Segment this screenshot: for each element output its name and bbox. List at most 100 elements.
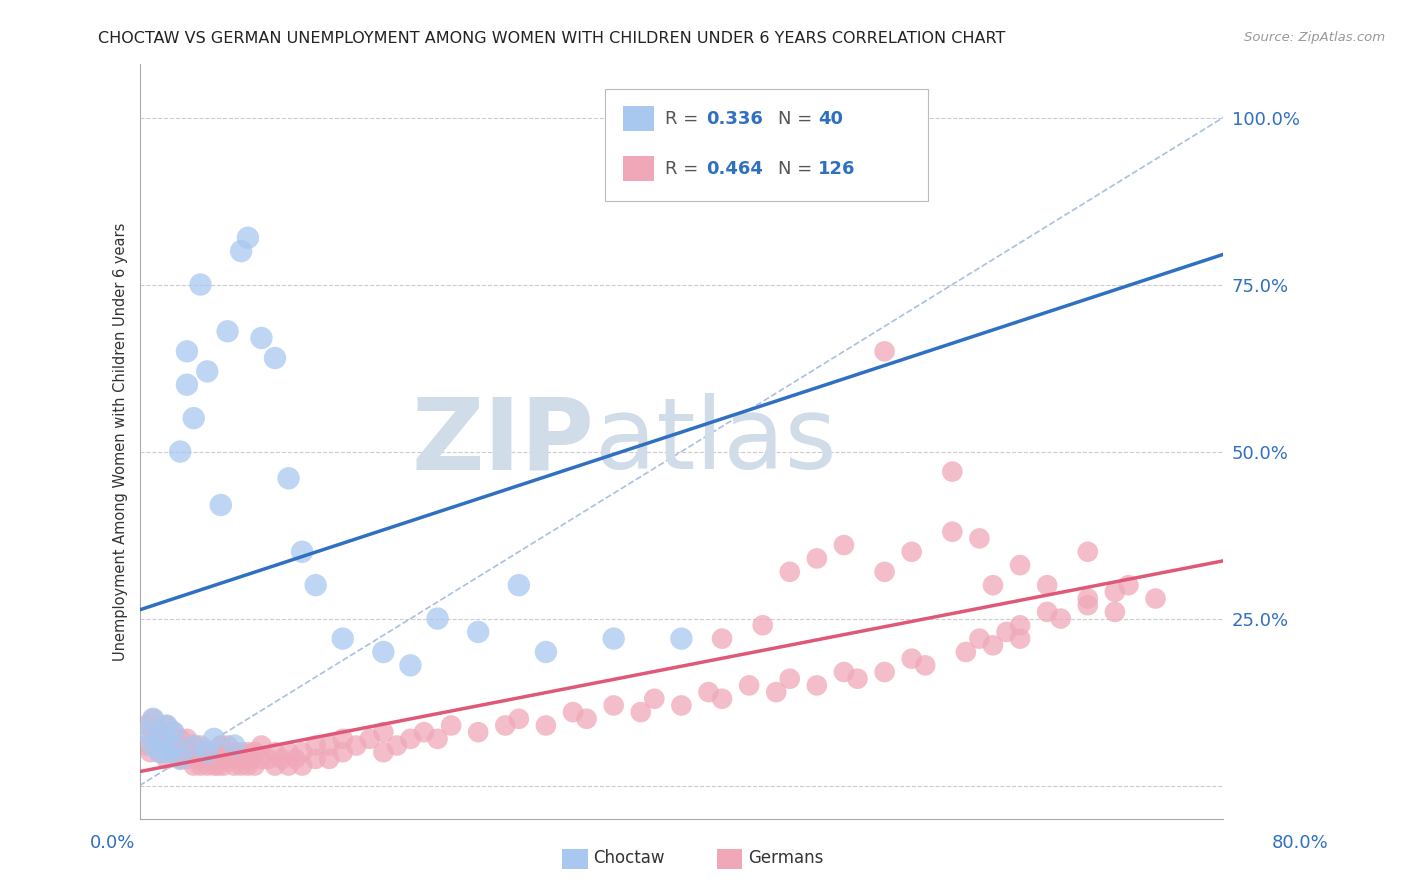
Point [697, 685, 720, 699]
Point [166, 739, 188, 753]
Point [941, 524, 963, 539]
Point [981, 638, 1004, 652]
Point [385, 739, 408, 753]
Point [231, 745, 253, 759]
Point [142, 712, 165, 726]
Y-axis label: Unemployment Among Women with Children Under 6 years: Unemployment Among Women with Children U… [114, 222, 128, 661]
Point [426, 731, 449, 746]
Point [344, 739, 367, 753]
Point [212, 758, 235, 772]
Point [426, 611, 449, 625]
Point [332, 632, 354, 646]
Point [534, 645, 557, 659]
Point [318, 752, 340, 766]
Point [176, 731, 198, 746]
Point [467, 624, 489, 639]
Point [277, 745, 299, 759]
Point [162, 745, 184, 759]
Point [226, 752, 249, 766]
Point [1049, 611, 1071, 625]
Text: R =: R = [665, 160, 704, 178]
Text: CHOCTAW VS GERMAN UNEMPLOYMENT AMONG WOMEN WITH CHILDREN UNDER 6 YEARS CORRELATI: CHOCTAW VS GERMAN UNEMPLOYMENT AMONG WOM… [98, 31, 1005, 46]
Point [332, 731, 354, 746]
Point [231, 244, 253, 259]
Text: N =: N = [778, 110, 817, 128]
Point [643, 691, 665, 706]
Point [318, 739, 340, 753]
Point [224, 745, 246, 759]
Point [277, 471, 299, 485]
Point [399, 731, 422, 746]
Point [202, 745, 225, 759]
Point [169, 444, 191, 458]
Point [209, 739, 232, 753]
Text: Germans: Germans [748, 849, 824, 867]
Point [1077, 545, 1099, 559]
Point [243, 745, 266, 759]
Point [236, 758, 259, 772]
Point [914, 658, 936, 673]
Point [156, 745, 179, 759]
Point [575, 712, 598, 726]
Point [359, 731, 381, 746]
Point [671, 698, 693, 713]
Point [508, 712, 530, 726]
Point [169, 752, 191, 766]
Text: 126: 126 [818, 160, 856, 178]
Point [1036, 605, 1059, 619]
Point [169, 752, 191, 766]
Point [291, 758, 314, 772]
Point [157, 739, 180, 753]
Point [955, 645, 977, 659]
Point [233, 752, 256, 766]
Text: N =: N = [778, 160, 817, 178]
Point [751, 618, 773, 632]
Point [207, 758, 229, 772]
Point [1036, 578, 1059, 592]
Point [1010, 558, 1032, 573]
Point [195, 364, 218, 378]
Point [332, 745, 354, 759]
Point [145, 739, 167, 753]
Point [1010, 618, 1032, 632]
Point [562, 705, 585, 719]
Point [1144, 591, 1167, 606]
Point [264, 351, 287, 365]
Point [806, 551, 828, 566]
Point [873, 344, 896, 359]
Point [873, 565, 896, 579]
Point [190, 758, 212, 772]
Point [195, 745, 218, 759]
Point [832, 538, 855, 552]
Point [190, 739, 212, 753]
Point [602, 632, 624, 646]
Point [1118, 578, 1140, 592]
Point [239, 752, 262, 766]
Point [142, 725, 165, 739]
Text: Source: ZipAtlas.com: Source: ZipAtlas.com [1244, 31, 1385, 45]
Point [900, 651, 922, 665]
Point [413, 725, 436, 739]
Point [172, 745, 194, 759]
Point [846, 672, 869, 686]
Point [832, 665, 855, 679]
Point [941, 465, 963, 479]
Text: 80.0%: 80.0% [1272, 834, 1329, 852]
Point [156, 752, 179, 766]
Text: 0.336: 0.336 [706, 110, 762, 128]
Point [149, 745, 172, 759]
Point [304, 578, 326, 592]
Text: 0.464: 0.464 [706, 160, 762, 178]
Text: 40: 40 [818, 110, 844, 128]
Point [190, 277, 212, 292]
Point [217, 739, 239, 753]
Point [995, 624, 1018, 639]
Point [209, 498, 232, 512]
Point [156, 718, 179, 732]
Point [1010, 632, 1032, 646]
Point [257, 752, 280, 766]
Point [399, 658, 422, 673]
Point [1104, 585, 1126, 599]
Point [671, 144, 693, 158]
Point [236, 745, 259, 759]
